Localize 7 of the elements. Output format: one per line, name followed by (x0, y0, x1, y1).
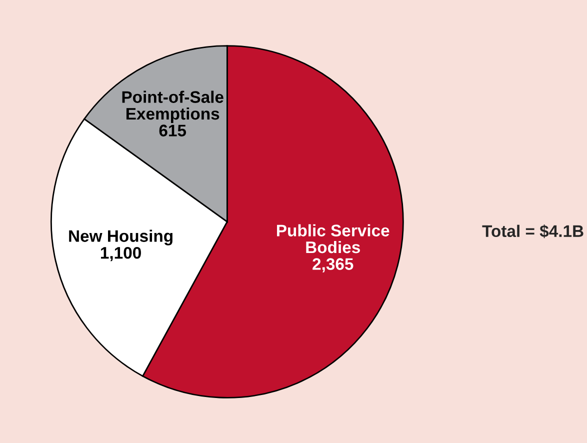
text: Total = $4.1B (482, 224, 584, 238)
slice-label: Point-of-Sale Exemptions (122, 90, 224, 124)
data-label: 1,100 (100, 246, 141, 262)
data-label: 2,365 (312, 258, 354, 272)
slice-label: New Housing (69, 230, 172, 246)
slice-label: Public Service Bodies (277, 224, 390, 254)
data-label: 615 (159, 124, 186, 136)
